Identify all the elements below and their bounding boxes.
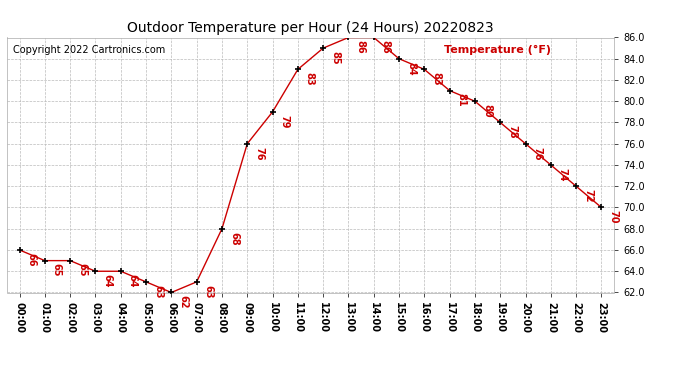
Text: 65: 65 <box>52 263 62 277</box>
Text: 81: 81 <box>457 93 466 107</box>
Text: 68: 68 <box>229 231 239 245</box>
Text: 83: 83 <box>431 72 442 86</box>
Text: 70: 70 <box>609 210 618 224</box>
Text: 76: 76 <box>533 147 542 160</box>
Text: 74: 74 <box>558 168 568 181</box>
Text: 79: 79 <box>279 115 290 128</box>
Text: 80: 80 <box>482 104 492 118</box>
Text: 64: 64 <box>102 274 112 288</box>
Text: Temperature (°F): Temperature (°F) <box>444 45 551 55</box>
Text: Copyright 2022 Cartronics.com: Copyright 2022 Cartronics.com <box>13 45 165 55</box>
Text: 84: 84 <box>406 62 416 75</box>
Text: 64: 64 <box>128 274 138 288</box>
Text: 85: 85 <box>330 51 340 64</box>
Text: 63: 63 <box>204 285 214 298</box>
Text: 62: 62 <box>178 295 188 309</box>
Text: 86: 86 <box>355 40 366 54</box>
Text: 65: 65 <box>77 263 87 277</box>
Title: Outdoor Temperature per Hour (24 Hours) 20220823: Outdoor Temperature per Hour (24 Hours) … <box>127 21 494 35</box>
Text: 78: 78 <box>507 125 518 139</box>
Text: 63: 63 <box>153 285 163 298</box>
Text: 86: 86 <box>381 40 391 54</box>
Text: 72: 72 <box>583 189 593 202</box>
Text: 76: 76 <box>254 147 264 160</box>
Text: 66: 66 <box>26 253 37 266</box>
Text: 83: 83 <box>305 72 315 86</box>
